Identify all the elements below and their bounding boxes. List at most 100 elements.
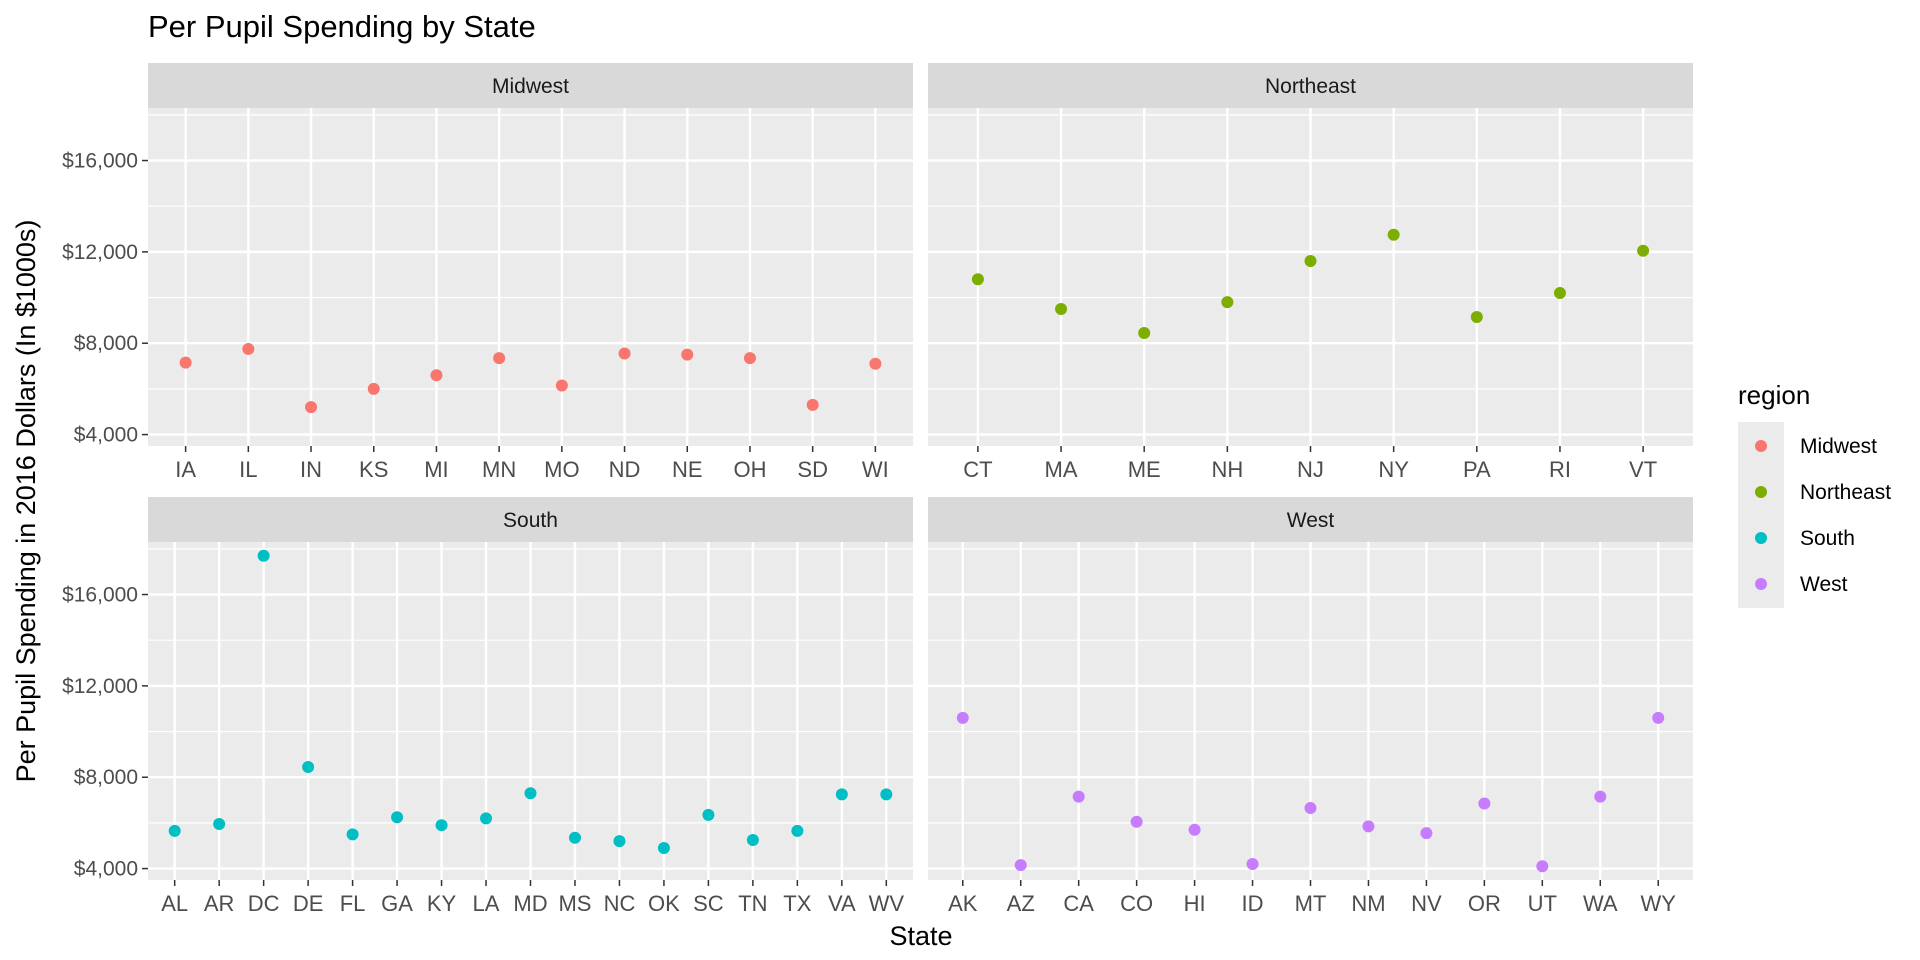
point-ky [435,819,448,832]
point-ri [1553,286,1566,299]
point-ok [657,842,670,855]
x-tick-label-ct: CT [963,457,992,482]
point-ca [1072,790,1085,803]
x-tick-label-ia: IA [175,457,196,482]
point-wv [880,788,893,801]
point-nh [1221,296,1234,309]
legend-key-background [1738,422,1784,608]
point-wi [869,357,882,370]
point-ny [1387,228,1400,241]
x-tick-label-nd: ND [609,457,641,482]
x-axis-label: State [889,921,952,951]
x-tick-label-tx: TX [783,891,811,916]
point-nc [613,835,626,848]
panel-background-midwest [148,108,913,446]
x-tick-label-hi: HI [1184,891,1206,916]
x-tick-label-md: MD [513,891,547,916]
legend-label-south: South [1800,527,1855,550]
point-il [242,342,255,355]
x-tick-label-ar: AR [204,891,235,916]
x-tick-label-mi: MI [424,457,448,482]
point-dc [257,549,270,562]
x-tick-label-tn: TN [738,891,767,916]
point-ut [1536,860,1549,873]
x-tick-label-ca: CA [1063,891,1094,916]
legend-key-midwest [1755,440,1767,452]
x-tick-label-nj: NJ [1297,457,1324,482]
point-ms [568,831,581,844]
x-tick-label-pa: PA [1463,457,1491,482]
x-tick-label-in: IN [300,457,322,482]
y-tick-label: $8,000 [74,766,138,789]
panel-midwest: Midwest $4,000 $8,000 $12,000 $16,000 IA IL IN K… [62,63,913,482]
point-mi [430,369,443,382]
x-tick-label-ak: AK [948,891,978,916]
x-tick-label-oh: OH [733,457,766,482]
x-tick-label-ok: OK [648,891,680,916]
y-tick-label: $4,000 [74,858,138,881]
x-tick-label-wy: WY [1641,891,1677,916]
legend-item-midwest: Midwest [1755,435,1877,458]
legend: region Midwest Northeast South West [1738,380,1891,608]
point-me [1138,326,1151,339]
point-vt [1637,244,1650,257]
point-mn [493,352,506,365]
legend-item-west: West [1755,573,1848,596]
point-or [1478,797,1491,810]
x-tick-label-mt: MT [1295,891,1327,916]
point-va [835,788,848,801]
y-axis-label: Per Pupil Spending in 2016 Dollars (In $… [11,220,41,783]
strip-label-midwest: Midwest [492,75,569,98]
facet-panels: Midwest $4,000 $8,000 $12,000 $16,000 IA IL IN K… [62,63,1693,916]
point-wy [1652,711,1665,724]
strip-northeast [928,63,1693,108]
point-de [302,760,315,773]
x-tick-label-nm: NM [1351,891,1385,916]
x-tick-label-dc: DC [248,891,280,916]
x-tick-label-al: AL [161,891,188,916]
x-tick-label-az: AZ [1007,891,1035,916]
point-nj [1304,255,1317,268]
x-tick-label-mo: MO [544,457,579,482]
point-oh [743,352,756,365]
point-wa [1594,790,1607,803]
x-tick-label-fl: FL [340,891,366,916]
y-tick-label: $16,000 [62,584,138,607]
legend-item-northeast: Northeast [1755,481,1891,504]
point-mt [1304,802,1317,815]
point-tn [746,834,759,847]
point-ak [956,711,969,724]
strip-west [928,497,1693,542]
x-tick-label-ri: RI [1549,457,1571,482]
x-tick-label-ks: KS [359,457,388,482]
point-al [168,824,181,837]
x-tick-label-me: ME [1128,457,1161,482]
panel-west: West AK AZ CA CO HI ID MT NM NV OR UT WA WY [928,497,1693,916]
panel-south: South $4,000 $8,000 $12,000 $16,000 AL AR DC DE F… [62,497,913,916]
legend-items: Midwest Northeast South West [1755,435,1891,596]
strip-south [148,497,913,542]
point-co [1130,815,1143,828]
x-tick-label-id: ID [1242,891,1264,916]
x-tick-label-co: CO [1120,891,1153,916]
point-tx [791,824,804,837]
x-tick-label-wv: WV [869,891,905,916]
point-pa [1470,310,1483,323]
legend-item-south: South [1755,527,1855,550]
x-tick-label-nh: NH [1211,457,1243,482]
x-tick-label-wi: WI [862,457,889,482]
x-tick-label-mn: MN [482,457,516,482]
legend-label-northeast: Northeast [1800,481,1891,504]
point-mo [555,379,568,392]
x-tick-label-ga: GA [381,891,413,916]
x-tick-label-ky: KY [427,891,457,916]
y-tick-label: $12,000 [62,675,138,698]
legend-key-south [1755,532,1767,544]
x-tick-label-nv: NV [1411,891,1442,916]
x-tick-label-sc: SC [693,891,724,916]
strip-midwest [148,63,913,108]
point-fl [346,828,359,841]
point-md [524,787,537,800]
legend-key-west [1755,578,1767,590]
point-id [1246,858,1259,871]
